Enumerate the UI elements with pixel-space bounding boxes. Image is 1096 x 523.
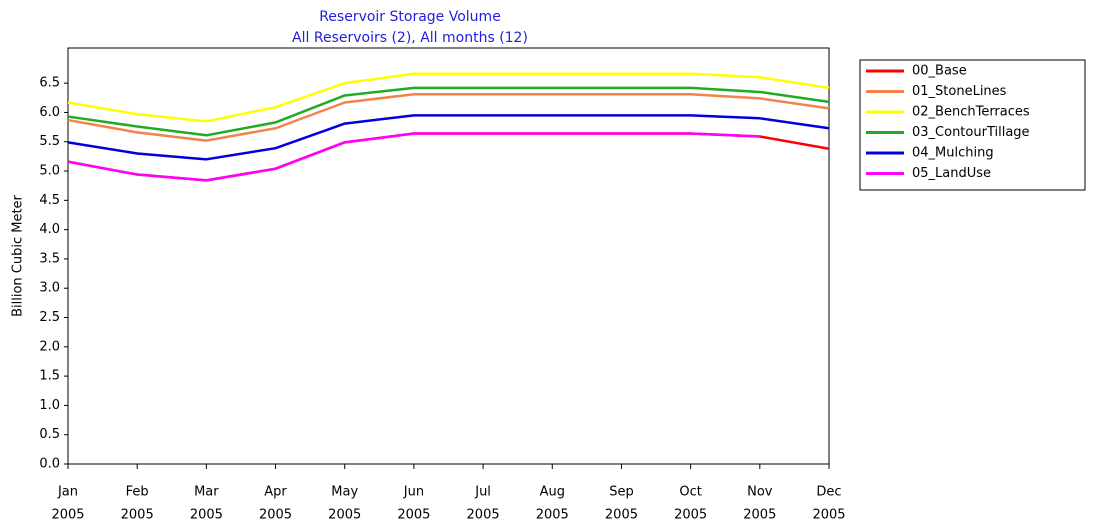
legend-label: 02_BenchTerraces	[912, 105, 1030, 120]
x-tick-label: 2005	[674, 508, 707, 523]
y-tick-label: 5.0	[39, 164, 60, 179]
legend-label: 01_StoneLines	[912, 84, 1007, 99]
x-tick-label: Jun	[403, 485, 424, 500]
legend-label: 05_LandUse	[912, 166, 991, 181]
y-tick-label: 3.5	[39, 251, 60, 266]
x-tick-label: Apr	[264, 485, 287, 500]
x-tick-label: 2005	[397, 508, 430, 523]
x-tick-label: 2005	[743, 508, 776, 523]
x-tick-label: May	[331, 485, 358, 500]
legend-label: 03_ContourTillage	[912, 125, 1030, 140]
x-tick-label: Mar	[194, 485, 219, 500]
x-tick-label: Sep	[609, 485, 634, 500]
y-tick-label: 4.5	[39, 193, 60, 208]
y-tick-label: 5.5	[39, 134, 60, 149]
x-tick-label: 2005	[536, 508, 569, 523]
chart-subtitle: All Reservoirs (2), All months (12)	[292, 30, 528, 46]
y-tick-label: 0.0	[39, 457, 60, 472]
series-line	[67, 114, 830, 161]
x-tick-label: 2005	[190, 508, 223, 523]
legend-label: 00_Base	[912, 64, 967, 79]
x-tick-label: 2005	[812, 508, 845, 523]
legend-label: 04_Mulching	[912, 146, 994, 161]
x-tick-label: Nov	[747, 485, 773, 500]
x-tick-label: 2005	[259, 508, 292, 523]
x-tick-label: 2005	[121, 508, 154, 523]
y-tick-label: 0.5	[39, 427, 60, 442]
x-tick-label: Jul	[474, 485, 491, 500]
y-tick-label: 2.0	[39, 339, 60, 354]
x-tick-label: Jan	[57, 485, 78, 500]
y-tick-label: 1.0	[39, 398, 60, 413]
y-tick-label: 6.5	[39, 76, 60, 91]
x-tick-label: 2005	[467, 508, 500, 523]
series-line	[67, 72, 830, 123]
series-line	[67, 132, 760, 182]
y-axis-label: Billion Cubic Meter	[11, 194, 26, 316]
series-line	[67, 93, 830, 142]
y-tick-label: 6.0	[39, 105, 60, 120]
x-tick-label: 2005	[51, 508, 84, 523]
x-tick-label: 2005	[605, 508, 638, 523]
y-tick-label: 4.0	[39, 222, 60, 237]
series-line	[67, 86, 830, 137]
legend-box	[859, 59, 1086, 191]
x-tick-label: Aug	[540, 485, 565, 500]
x-tick-label: Feb	[126, 485, 149, 500]
y-tick-label: 3.0	[39, 281, 60, 296]
y-tick-label: 1.5	[39, 369, 60, 384]
x-tick-label: Oct	[679, 485, 701, 500]
y-tick-label: 2.5	[39, 310, 60, 325]
chart-title: Reservoir Storage Volume	[319, 9, 501, 25]
x-tick-label: Dec	[816, 485, 841, 500]
plot-area	[67, 47, 830, 465]
x-tick-label: 2005	[328, 508, 361, 523]
